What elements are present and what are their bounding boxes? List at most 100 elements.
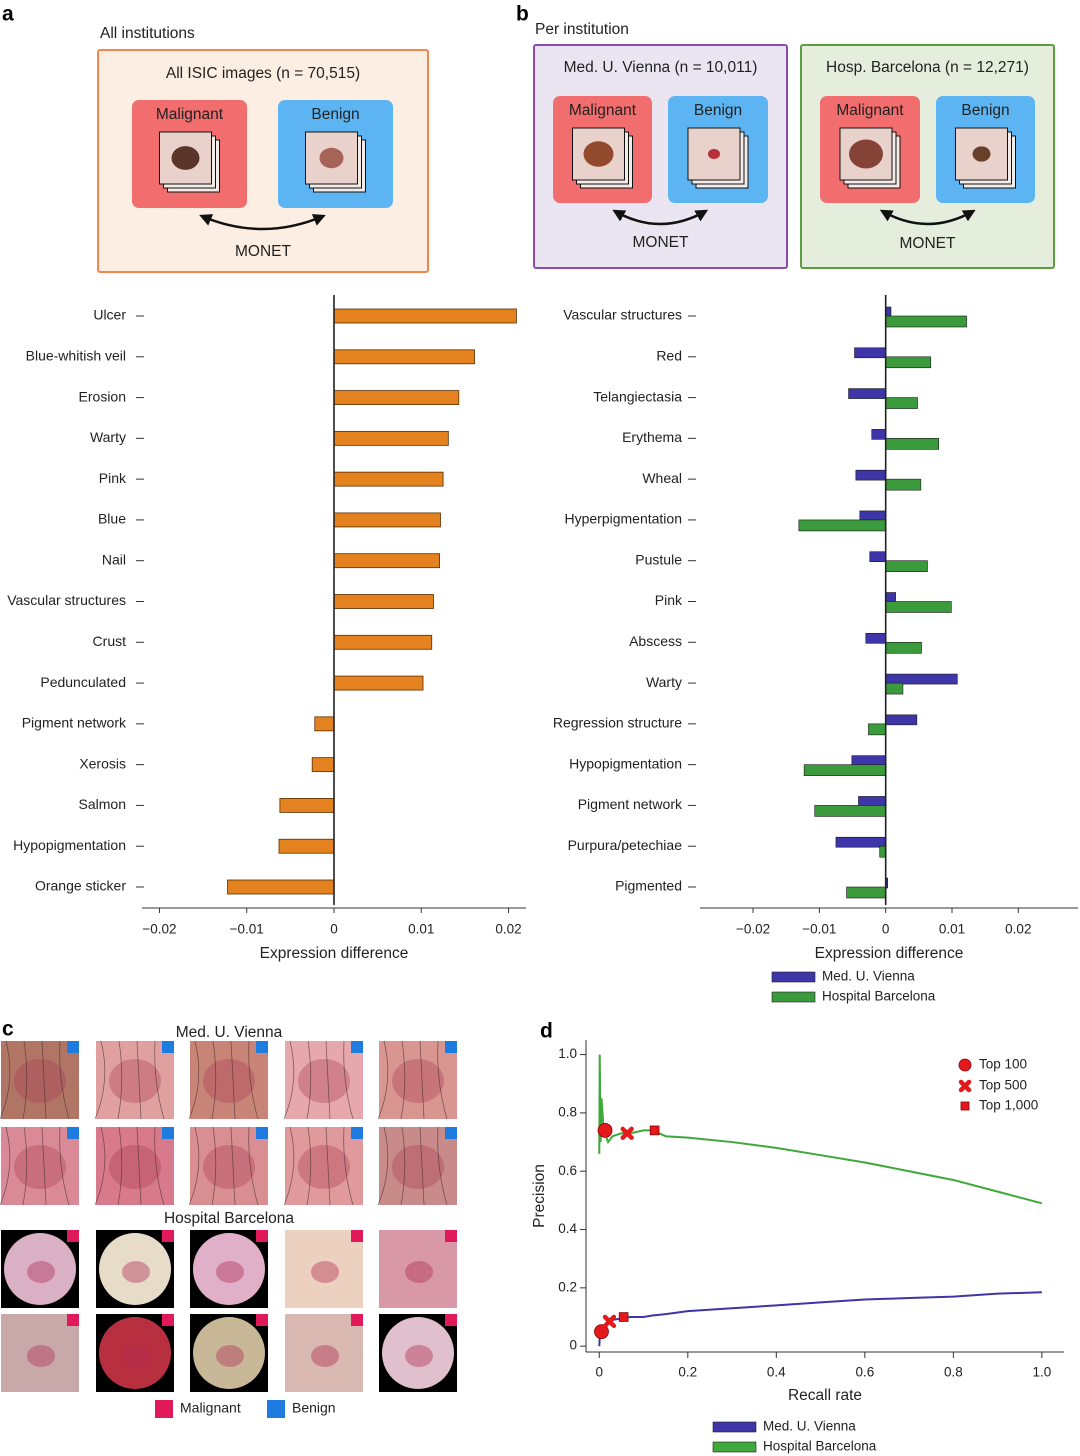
y-tick-label: Pink	[99, 470, 127, 486]
y-tick-label: Pustule	[635, 551, 682, 567]
hair	[437, 1126, 448, 1206]
hair	[94, 1040, 106, 1120]
legend-label: Top 500	[979, 1078, 1027, 1093]
bar	[885, 601, 952, 613]
label-badge	[67, 1041, 79, 1053]
lesion	[311, 1345, 339, 1367]
y-tick-label: Erythema	[622, 429, 682, 445]
y-tick-label: Pigmented	[615, 878, 682, 894]
x-tick-label: −0.01	[802, 922, 836, 937]
hair	[22, 1040, 28, 1120]
legend-swatch	[267, 1400, 285, 1418]
bar	[279, 798, 335, 813]
y-tick-label: Regression structure	[553, 715, 682, 731]
y-tick-label: 0.2	[558, 1279, 577, 1294]
dermoscopy-field	[99, 1317, 171, 1389]
y-axis-label: Precision	[531, 1164, 548, 1228]
y-tick-label: Pigment network	[578, 796, 683, 812]
hair	[343, 1040, 354, 1120]
arrow	[199, 214, 326, 231]
label-badge	[162, 1041, 174, 1053]
bar	[855, 469, 886, 481]
lesion	[14, 1059, 66, 1103]
panel-label: a	[2, 3, 14, 26]
bar	[333, 675, 424, 691]
marker	[649, 1125, 660, 1136]
hair	[400, 1040, 406, 1120]
lesion	[392, 1145, 444, 1189]
label-badge	[445, 1127, 457, 1139]
hair	[117, 1040, 123, 1120]
hair	[248, 1040, 259, 1120]
bar	[851, 755, 886, 766]
y-tick-label: Blue-whitish veil	[26, 347, 126, 363]
model-label: MONET	[633, 234, 690, 251]
legend-swatch	[771, 971, 816, 983]
legend-label: Top 1,000	[979, 1098, 1038, 1113]
legend-swatch	[712, 1421, 757, 1433]
bar	[885, 673, 958, 685]
y-tick-label: Hypopigmentation	[13, 837, 126, 853]
y-tick-label: Telangiectasia	[593, 388, 682, 404]
hair	[117, 1126, 123, 1206]
thumbnail	[1, 1314, 79, 1392]
hair	[230, 1040, 236, 1120]
y-tick-label: Pigment network	[22, 715, 127, 731]
legend-label: Med. U. Vienna	[822, 969, 915, 984]
label-badge	[351, 1127, 363, 1139]
bar	[859, 510, 886, 522]
y-tick-label: Purpura/petechiae	[568, 837, 683, 853]
bar	[333, 471, 444, 487]
x-tick-label: 0.01	[939, 922, 965, 937]
y-tick-label: Hypopigmentation	[569, 755, 682, 771]
hair	[306, 1126, 312, 1206]
label-badge	[351, 1314, 363, 1326]
bar	[879, 845, 886, 858]
bar	[848, 388, 886, 399]
x-tick-label: 0.02	[1005, 922, 1031, 937]
bar	[858, 796, 886, 807]
y-tick-label: Erosion	[79, 388, 126, 404]
lesion	[216, 1345, 244, 1367]
x-tick-label: 0.6	[855, 1365, 874, 1380]
lesion	[298, 1145, 350, 1189]
hair	[211, 1126, 217, 1206]
legend-swatch	[712, 1441, 757, 1453]
dermoscopy-field	[193, 1317, 265, 1389]
bar	[333, 512, 441, 528]
label-badge	[445, 1041, 457, 1053]
x-tick-label: 0.2	[678, 1365, 697, 1380]
bar	[854, 347, 886, 359]
hair	[188, 1126, 200, 1206]
hair	[136, 1040, 142, 1120]
bar	[885, 682, 904, 695]
bar	[333, 308, 517, 324]
thumbnail	[285, 1230, 363, 1308]
legend-swatch	[771, 991, 816, 1003]
bar	[885, 397, 918, 409]
lesion	[972, 146, 991, 162]
lesion	[583, 141, 614, 167]
hair	[400, 1126, 406, 1206]
x-axis-label: Expression difference	[815, 945, 964, 962]
x-tick-label: 0	[882, 922, 890, 937]
label-badge	[351, 1041, 363, 1053]
x-tick-label: −0.02	[142, 922, 176, 937]
bar	[869, 551, 886, 563]
hair	[0, 1040, 11, 1120]
malignant-label: Malignant	[569, 102, 637, 119]
label-badge	[445, 1314, 457, 1326]
bar	[227, 879, 335, 895]
label-badge	[67, 1230, 79, 1242]
hair	[59, 1040, 70, 1120]
label-badge	[256, 1314, 268, 1326]
bar	[333, 634, 433, 650]
bar	[814, 805, 886, 817]
bar	[314, 716, 335, 732]
legend-label: Hospital Barcelona	[763, 1439, 877, 1454]
hair	[419, 1126, 425, 1206]
benign-label: Benign	[311, 106, 359, 123]
hair	[437, 1040, 448, 1120]
bar	[333, 594, 434, 609]
